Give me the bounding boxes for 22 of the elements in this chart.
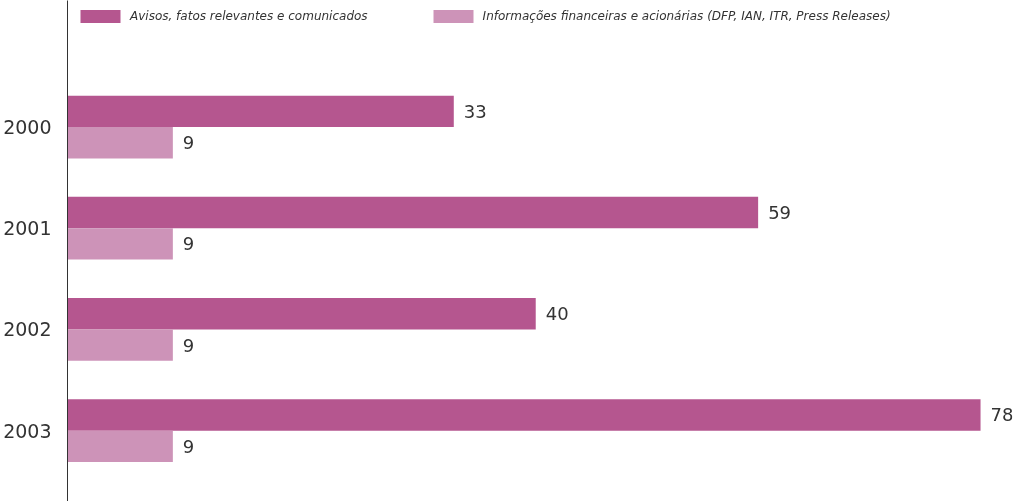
data-label: 9 [182, 334, 195, 356]
bar [67, 399, 981, 431]
data-label: 33 [463, 100, 487, 122]
data-label: 9 [182, 233, 195, 255]
bar [67, 95, 454, 128]
data-label: 78 [990, 404, 1014, 426]
data-label: 9 [182, 435, 195, 457]
bar [67, 430, 173, 463]
y-tick-label: 2001 [3, 217, 52, 240]
y-tick-label: 2003 [3, 419, 52, 442]
bar [67, 228, 173, 260]
legend-label: Avisos, fatos relevantes e comunicados [130, 9, 368, 23]
data-label: 9 [182, 132, 195, 154]
legend-label: Informações financeiras e acionárias (DFP, IAN, ITR, Press Releases) [482, 9, 891, 23]
bar [67, 196, 759, 229]
bar [67, 298, 536, 330]
bar [67, 127, 173, 159]
y-tick-label: 2002 [3, 318, 52, 341]
y-tick-label: 2000 [3, 116, 52, 139]
data-label: 59 [768, 202, 792, 224]
data-label: 40 [545, 303, 569, 325]
bar [67, 329, 173, 361]
